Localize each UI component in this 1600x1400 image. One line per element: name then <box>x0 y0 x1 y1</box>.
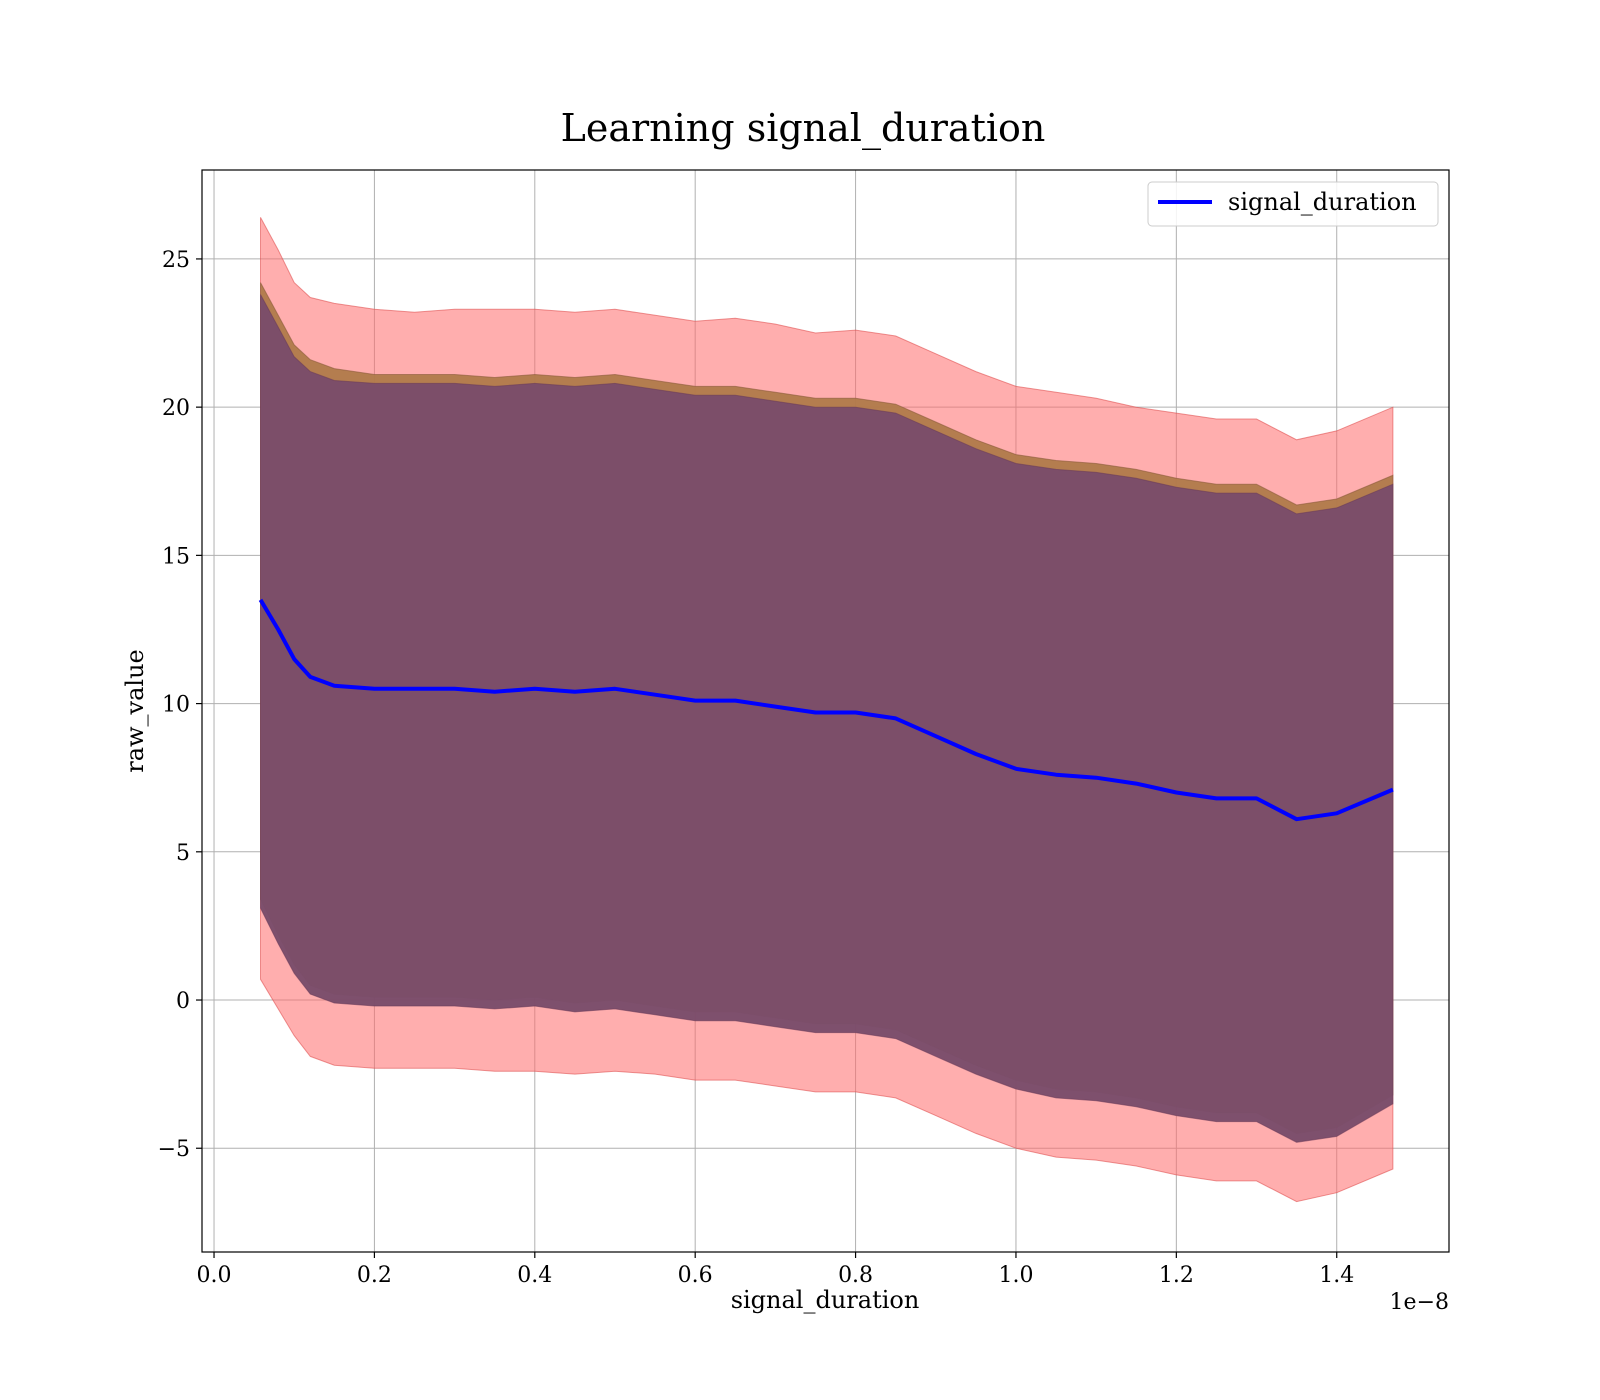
x-tick-label: 0.0 <box>197 1263 232 1288</box>
series-lines <box>258 598 1394 822</box>
y-axis-label: raw_value <box>121 649 149 773</box>
legend-box <box>1147 181 1439 227</box>
x-axis-label: signal_duration <box>731 1286 920 1314</box>
y-tick-label: 10 <box>162 693 190 718</box>
legend: signal_duration <box>1147 181 1439 227</box>
confidence-band-3 <box>260 294 1394 1143</box>
x-tick-label: 0.2 <box>357 1263 392 1288</box>
x-tick-label: 0.4 <box>517 1263 552 1288</box>
chart-title: Learning signal_duration <box>561 106 1046 151</box>
x-tick-label: 0.6 <box>678 1263 713 1288</box>
legend-entry-signal-duration: signal_duration <box>1228 188 1417 216</box>
confidence-bands <box>260 217 1394 1203</box>
y-tick-label: 5 <box>176 841 190 866</box>
y-tick-label: 0 <box>176 989 190 1014</box>
y-tick-label: 15 <box>162 544 190 569</box>
series-line-signal-duration <box>258 598 1394 822</box>
x-tick-label: 1.4 <box>1319 1263 1354 1288</box>
x-tick-label: 1.0 <box>998 1263 1033 1288</box>
x-tick-label: 0.8 <box>838 1263 873 1288</box>
y-tick-label: −5 <box>158 1137 190 1162</box>
x-axis-offset-label: 1e−8 <box>1390 1290 1449 1315</box>
axis-ticks: 0.0 0.2 0.4 0.6 0.8 1.0 1.2 1.4 −5 0 5 10 15 20 25 <box>158 248 1355 1288</box>
y-tick-label: 20 <box>162 396 190 421</box>
plot-frame <box>201 169 1450 1253</box>
x-tick-label: 1.2 <box>1159 1263 1194 1288</box>
y-tick-label: 25 <box>162 248 190 273</box>
